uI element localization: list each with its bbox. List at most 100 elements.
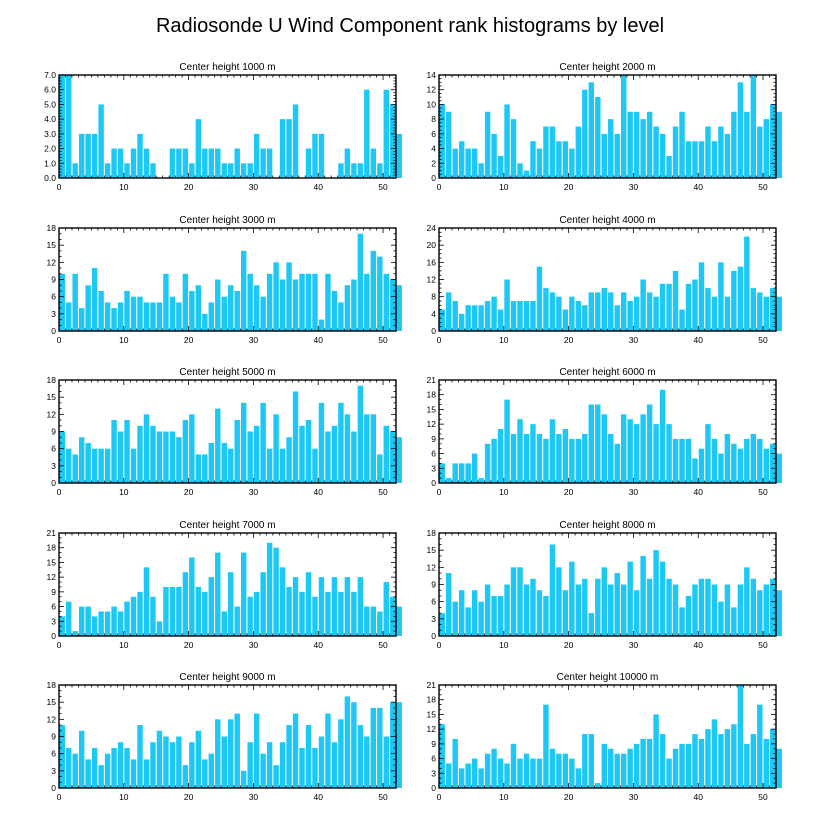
panel-title: Center height 10000 m [557,672,659,683]
bar [718,126,724,178]
x-tick-label: 30 [249,182,259,192]
bar [465,305,471,331]
bar [640,279,646,331]
bar [458,590,465,636]
bar [137,133,143,178]
x-tick-label: 10 [119,640,129,650]
x-tick-label: 0 [57,335,62,345]
y-tick-label: 0 [431,478,436,488]
bar [312,596,318,636]
bar [640,738,646,788]
bar [396,702,402,788]
panel-title: Center height 1000 m [179,62,275,73]
bar [711,141,718,178]
y-tick-label: 0 [431,783,436,793]
bar [117,148,124,178]
bar [266,148,273,178]
y-tick-label: 12 [427,275,437,285]
bar [318,319,325,331]
bar [705,424,711,483]
bar [143,414,150,483]
bar [182,572,189,636]
bar [247,163,253,178]
bar [104,163,111,178]
bar [78,133,85,178]
bar [351,163,357,178]
bar [234,606,240,636]
y-tick-label: 6 [51,749,56,759]
panel-frame [438,684,777,789]
bar [750,734,757,788]
bar [111,420,117,483]
bar [240,402,247,483]
x-tick-label: 30 [249,487,259,497]
bar [698,262,705,331]
x-tick-label: 50 [758,792,768,802]
panel-10: Center height 10000 m 0 10 20 30 40 50 0 3 6 9 12 15… [427,672,782,802]
bar [659,283,666,331]
bar [627,419,633,483]
bar [286,119,292,178]
bar [627,300,633,331]
bar [744,567,750,636]
bar [556,567,562,636]
x-tick-label: 30 [629,792,639,802]
bar [370,148,377,178]
bar [137,296,143,331]
bar [357,233,364,331]
bar [383,425,389,483]
bar [150,596,156,636]
bar [685,283,692,331]
bar [91,448,98,483]
panel-9: Center height 9000 m 0 10 20 30 40 50 0 3 6 9 12 15 1… [47,672,402,802]
bar [620,584,627,636]
bar [150,425,156,483]
bar [318,736,325,788]
bar [72,631,78,636]
bar [182,273,189,331]
x-tick-label: 50 [758,640,768,650]
bar [549,748,556,788]
panel-title: Center height 9000 m [179,672,275,683]
bar [195,285,202,331]
bar [390,279,396,331]
bar [344,696,351,788]
bar [439,104,445,178]
bar [620,75,627,178]
bar [396,606,402,636]
bar [640,414,646,483]
x-tick-label: 30 [249,792,259,802]
bar [292,577,299,636]
bar [640,119,646,178]
bar [273,262,279,331]
bar [536,266,543,332]
bar [98,104,104,178]
bar [202,759,208,788]
y-tick-label: 14 [427,70,437,80]
bar [744,236,750,331]
bar [627,748,633,788]
x-tick-label: 40 [693,335,703,345]
bar [59,431,65,483]
bar [338,591,344,636]
bar [72,163,78,178]
bar [221,163,227,178]
bar [757,438,763,483]
y-tick-label: 0 [51,478,56,488]
bar [364,606,370,636]
bar [182,765,189,788]
bar [543,595,549,636]
bar [517,758,523,788]
panel-1: Center height 1000 m 0 10 20 30 40 50 0.0 1.0 2.0… [44,62,402,192]
bar [750,75,757,178]
bar [286,725,292,788]
bar [659,734,666,788]
bar [98,765,104,788]
bar [705,288,711,331]
bar [150,742,156,788]
bar [517,419,523,483]
bar [659,561,666,636]
bar [286,262,292,331]
bar [72,273,78,331]
x-tick-label: 0 [437,640,442,650]
